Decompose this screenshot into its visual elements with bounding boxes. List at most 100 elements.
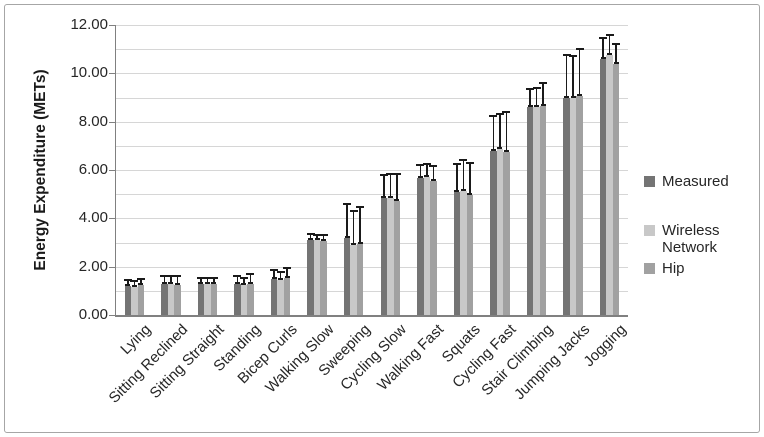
error-bar-bottom-cap xyxy=(278,277,284,280)
bar-wireless-network xyxy=(606,55,613,315)
bar-hip xyxy=(174,284,181,315)
error-bar-top-cap xyxy=(196,276,205,279)
error-bar-top-cap xyxy=(452,162,461,165)
error-bar-top-cap xyxy=(130,280,139,283)
error-bar-bottom-cap xyxy=(600,56,606,59)
bar-wireless-network xyxy=(277,279,284,315)
error-bar-bottom-cap xyxy=(613,61,619,64)
y-tick-mark xyxy=(109,121,115,123)
error-bar-bottom-cap xyxy=(308,238,314,241)
error-bar-bottom-cap xyxy=(211,281,217,284)
error-bar-top-cap xyxy=(203,276,212,279)
error-bar-bottom-cap xyxy=(241,282,247,285)
error-bar-bottom-cap xyxy=(497,147,503,150)
gridline xyxy=(116,121,628,123)
error-bar-top-cap xyxy=(429,165,438,168)
error-bar-top-cap xyxy=(160,275,169,278)
error-bar-top-cap xyxy=(313,234,322,237)
bar-wireless-network xyxy=(131,287,138,315)
wireless-network-swatch-icon xyxy=(644,225,655,236)
bar-hip xyxy=(356,243,364,315)
error-bar-bottom-cap xyxy=(168,281,174,284)
bar-wireless-network xyxy=(167,283,175,315)
error-bar-line xyxy=(176,276,179,285)
bar-hip xyxy=(503,151,510,315)
error-bar-top-cap xyxy=(173,275,182,278)
bar-group xyxy=(153,25,190,315)
error-bar-top-cap xyxy=(343,202,352,205)
legend-item-measured: Measured xyxy=(644,173,758,190)
error-bar-bottom-cap xyxy=(234,281,240,284)
error-bar-bottom-cap xyxy=(430,178,436,181)
error-bar-line xyxy=(236,276,239,284)
bar-hip xyxy=(247,283,254,315)
error-bar-top-cap xyxy=(562,54,571,57)
error-bar-line xyxy=(133,281,136,288)
y-tick-label: 6.00 xyxy=(78,161,108,178)
error-bar-line xyxy=(396,173,398,202)
y-tick-label: 10.00 xyxy=(70,64,108,82)
bar-measured xyxy=(490,150,497,315)
y-tick-mark xyxy=(109,170,115,171)
error-bar-line xyxy=(499,114,501,150)
error-bar-top-cap xyxy=(416,164,425,167)
gridline xyxy=(116,97,628,99)
error-bar-bottom-cap xyxy=(131,285,137,288)
error-bar-line xyxy=(565,55,568,98)
error-bar-top-cap xyxy=(136,277,145,280)
error-bar-line xyxy=(322,235,325,242)
error-bar-line xyxy=(279,271,282,280)
error-bar-bottom-cap xyxy=(198,281,204,284)
y-tick-mark xyxy=(109,73,115,75)
bar-hip xyxy=(210,283,218,315)
error-bar-bottom-cap xyxy=(577,94,583,97)
bar-measured xyxy=(526,107,534,315)
hip-swatch-icon xyxy=(644,263,655,274)
gridline xyxy=(116,49,628,51)
error-bar-line xyxy=(249,273,252,284)
error-bar-bottom-cap xyxy=(174,282,180,285)
error-bar-line xyxy=(352,211,355,245)
error-bar-line xyxy=(170,276,172,284)
error-bar-line xyxy=(492,115,495,151)
error-bar-top-cap xyxy=(489,114,498,117)
error-bar-top-cap xyxy=(575,48,584,51)
error-bar-bottom-cap xyxy=(527,105,533,108)
bar-group xyxy=(262,25,299,315)
error-bar-bottom-cap xyxy=(284,275,290,278)
error-bar-top-cap xyxy=(233,275,242,278)
error-bar-top-cap xyxy=(356,206,365,209)
error-bar-line xyxy=(389,173,392,198)
gridline xyxy=(116,170,628,171)
error-bar-top-cap xyxy=(123,278,132,281)
gridline xyxy=(116,145,628,147)
y-tick-label: 0.00 xyxy=(78,306,108,323)
bar-group xyxy=(116,25,153,315)
bar-hip xyxy=(466,195,474,315)
error-bar-bottom-cap xyxy=(467,193,473,196)
y-tick-label: 4.00 xyxy=(78,209,108,227)
bar-measured xyxy=(270,278,278,315)
error-bar-line xyxy=(462,160,465,191)
y-tick-label: 8.00 xyxy=(78,112,108,130)
bar-group xyxy=(409,25,446,315)
error-bar-bottom-cap xyxy=(460,188,466,191)
gridline xyxy=(116,218,628,220)
bar-measured xyxy=(599,58,607,315)
error-bar-bottom-cap xyxy=(607,53,613,56)
error-bar-line xyxy=(432,166,435,181)
error-bar-bottom-cap xyxy=(540,103,546,106)
error-bar-bottom-cap xyxy=(417,176,423,179)
bar-group xyxy=(482,25,519,315)
bar-group xyxy=(226,25,263,315)
bar-group xyxy=(591,25,628,315)
bar-wireless-network xyxy=(569,97,577,315)
error-bar-top-cap xyxy=(392,172,401,175)
bar-wireless-network xyxy=(204,283,211,315)
error-bar-top-cap xyxy=(386,172,395,175)
error-bar-top-cap xyxy=(349,210,358,213)
error-bar-bottom-cap xyxy=(570,95,576,98)
error-bar-line xyxy=(316,235,318,241)
error-bar-line xyxy=(615,44,617,64)
bar-wireless-network xyxy=(350,244,357,315)
